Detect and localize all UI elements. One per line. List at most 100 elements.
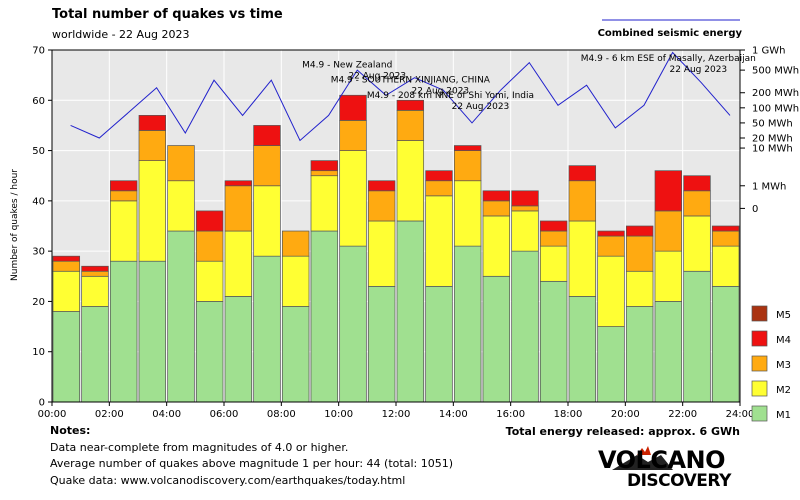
x-tick-label-5: 10:00 [324,409,353,420]
bar-m4-hour-17 [539,220,568,232]
bar-m4-hour-15 [482,190,511,202]
energy-tick-label-7: 1 MWh [752,181,786,192]
bar-m4-hour-1 [81,265,109,272]
bar-m4-hour-20 [625,225,654,237]
energy-legend: Combined seismic energy [598,19,743,39]
bar-m3-hour-22 [683,190,711,217]
annotation-2-title: M4.9 - 208 km NNE of Shi Yomi, India [367,91,534,101]
logo-word-volcano: VOLCANO [598,446,725,474]
bar-m4-hour-10 [339,94,367,121]
x-tick-label-0: 00:00 [38,409,67,420]
bar-m3-hour-9 [310,170,339,177]
annotation-0-title: M4.9 - New Zealand [302,61,392,71]
legend-label-m5: M5 [776,310,791,321]
annotation-1-date: 22 Aug 2023 [412,87,470,97]
bar-m3-hour-15 [482,200,511,217]
energy-tick-label-4: 50 MWh [752,118,793,129]
legend-swatch-m3 [751,355,768,372]
bar-m4-hour-7 [253,125,281,146]
logo-word-discovery: DISCOVERY [627,471,732,491]
annotation-2-date: 22 Aug 2023 [452,102,510,112]
bar-m1-hour-14 [453,245,482,403]
bar-m3-hour-19 [597,235,625,257]
bar-m3-hour-0 [52,260,81,272]
bar-m4-hour-16 [511,190,539,207]
bar-m4-hour-9 [310,160,339,172]
bar-m4-hour-13 [425,170,453,182]
energy-tick-label-2: 200 MWh [752,88,799,99]
bar-m1-hour-1 [81,306,109,403]
bar-m2-hour-8 [281,255,310,307]
bar-m1-hour-0 [52,311,81,403]
bar-m1-hour-11 [367,285,396,403]
energy-tick-label-5: 20 MWh [752,134,793,145]
legend-swatch-m4 [751,330,768,347]
y-tick-label-10: 10 [32,347,45,358]
notes-line-2: Average number of quakes above magnitude… [50,457,453,470]
bar-m2-hour-3 [138,160,167,262]
bar-m1-hour-8 [281,306,310,403]
bar-m3-hour-7 [253,145,281,187]
bar-m1-hour-7 [253,255,281,403]
total-energy: Total energy released: approx. 6 GWh [506,425,740,438]
bar-m2-hour-15 [482,215,511,277]
bar-m2-hour-21 [654,250,683,302]
bar-m1-hour-17 [539,280,568,403]
bar-m3-hour-18 [568,180,597,222]
energy-tick-label-6: 10 MWh [752,144,793,155]
volcano-logo-icon [612,455,673,470]
chart-title: Total number of quakes vs time [52,7,283,22]
bar-m3-hour-14 [453,150,482,182]
bar-m4-hour-21 [654,170,683,212]
bar-m2-hour-11 [367,220,396,287]
bar-m2-hour-0 [52,270,81,312]
bar-m2-hour-1 [81,275,109,307]
y-axis-label: Number of quakes / hour [10,169,20,281]
volcanodiscovery-logo: VOLCANO DISCOVERY [598,446,733,491]
bar-m4-hour-11 [367,180,396,192]
bar-m2-hour-17 [539,245,568,282]
bar-m4-hour-6 [224,180,253,187]
bar-m1-hour-9 [310,230,339,403]
bar-m2-hour-19 [597,255,625,327]
bar-m3-hour-3 [138,130,167,161]
bar-m2-hour-12 [396,140,425,222]
y-tick-label-70: 70 [32,46,45,57]
bar-m1-hour-12 [396,220,425,403]
y-tick-label-60: 60 [32,96,45,107]
x-tick-label-10: 20:00 [611,409,640,420]
annotation-3-title: M4.9 - 6 km ESE of Masally, Azerbaijan [581,54,756,64]
bar-m4-hour-19 [597,230,625,237]
annotation-1-title: M4.9 - SOUTHERN XINJIANG, CHINA [331,76,491,86]
energy-tick-label-3: 100 MWh [752,103,799,114]
y-tick-label-20: 20 [32,297,45,308]
bar-m2-hour-16 [511,210,539,252]
bar-m2-hour-22 [683,215,711,272]
bar-m3-hour-17 [539,230,568,247]
bar-m1-hour-2 [109,260,138,403]
bar-m1-hour-3 [138,260,167,403]
bar-m1-hour-19 [597,326,625,403]
legend-label-m3: M3 [776,360,791,371]
bar-m1-hour-16 [511,250,539,403]
bar-m2-hour-9 [310,175,339,232]
volcano-eruption-icon [637,446,651,455]
bar-m3-hour-8 [281,230,310,257]
bar-m3-hour-12 [396,109,425,141]
bar-m1-hour-23 [711,285,740,403]
y-tick-label-0: 0 [39,398,45,409]
legend-swatch-m1 [751,405,768,422]
bar-m2-hour-13 [425,195,453,287]
bar-m1-hour-20 [625,306,654,403]
energy-legend-label: Combined seismic energy [598,28,743,39]
bar-m3-hour-6 [224,185,253,232]
x-tick-label-2: 04:00 [152,409,181,420]
energy-tick-label-8: 0 [752,204,758,215]
bar-m3-hour-11 [367,190,396,222]
annotation-3-date: 22 Aug 2023 [670,65,728,75]
bar-m3-hour-23 [711,230,740,247]
bar-m3-hour-20 [625,235,654,272]
x-tick-label-1: 02:00 [95,409,124,420]
bar-m2-hour-23 [711,245,740,287]
